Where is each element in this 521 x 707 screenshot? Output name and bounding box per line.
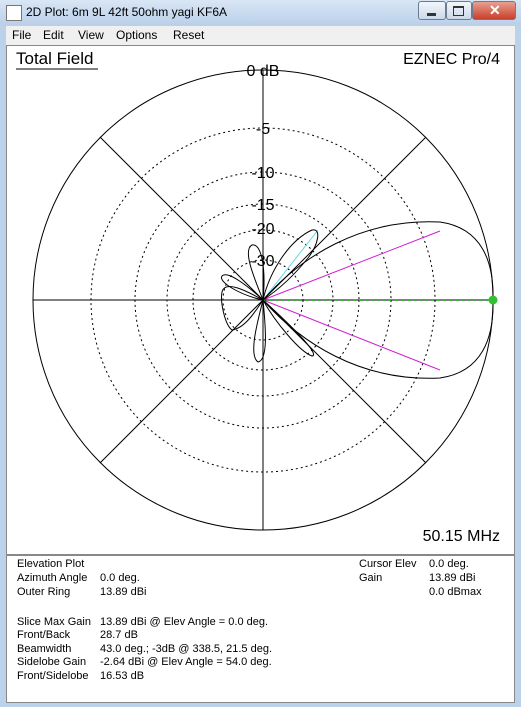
program-name: EZNEC Pro/4: [403, 51, 500, 68]
cursor-value: 0.0 deg.: [429, 558, 469, 570]
close-button[interactable]: ✕: [472, 1, 516, 20]
frequency: 50.15 MHz: [423, 528, 500, 545]
info-value: 43.0 deg.; -3dB @ 338.5, 21.5 deg.: [100, 643, 273, 655]
cursor-line: [262, 229, 319, 301]
info-value: 0.0 deg.: [100, 572, 140, 584]
info-pane: Elevation Plot Azimuth Angle 0.0 deg. Ou…: [6, 555, 515, 703]
info-label: Front/Sidelobe: [17, 670, 89, 682]
beamwidth-line: [262, 299, 441, 371]
ring-label: -5: [256, 121, 270, 138]
info-label: Azimuth Angle: [17, 572, 88, 584]
beamwidth-line: [262, 230, 441, 301]
cursor-value: 0.0 dBmax: [429, 586, 482, 598]
info-label: Slice Max Gain: [17, 616, 91, 628]
ring-label: 0 dB: [247, 63, 280, 80]
cursor-label: Gain: [359, 572, 383, 584]
info-value: 13.89 dBi @ Elev Angle = 0.0 deg.: [100, 616, 269, 628]
title-bar: 2D Plot: 6m 9L 42ft 50ohm yagi KF6A ✕: [0, 0, 521, 26]
window-title: 2D Plot: 6m 9L 42ft 50ohm yagi KF6A: [26, 5, 227, 19]
app-icon: [6, 5, 22, 21]
info-value: 13.89 dBi: [100, 586, 147, 598]
menu-item[interactable]: File: [12, 28, 32, 42]
ring-label: -15: [251, 197, 274, 214]
cursor-dot: [488, 295, 498, 305]
info-value: 28.7 dB: [100, 629, 138, 641]
menu-item[interactable]: Reset: [173, 28, 205, 42]
ring-label: -20: [251, 221, 274, 238]
menu-item[interactable]: Edit: [43, 28, 64, 42]
info-label: Front/Back: [17, 629, 71, 641]
cursor-value: 13.89 dBi: [429, 572, 476, 584]
menu-bar: File Edit View Options Reset: [6, 26, 515, 45]
info-value: -2.64 dBi @ Elev Angle = 54.0 deg.: [100, 656, 272, 668]
info-label: Outer Ring: [17, 586, 71, 598]
side-lobes: [221, 229, 319, 363]
plot-kind: Elevation Plot: [17, 558, 85, 570]
maximize-button[interactable]: [446, 1, 472, 20]
menu-item[interactable]: Options: [116, 28, 158, 42]
info-value: 16.53 dB: [100, 670, 145, 682]
info-label: Beamwidth: [17, 643, 72, 655]
ring-label: -30: [251, 253, 274, 270]
menu-item[interactable]: View: [78, 28, 104, 42]
ring-label: -10: [251, 165, 274, 182]
plot-title: Total Field: [16, 49, 93, 68]
minimize-button[interactable]: [418, 1, 446, 20]
polar-plot: 0 dB -5 -10 -15 -20 -30 Total Field EZNE…: [16, 49, 500, 545]
info-label: Sidelobe Gain: [17, 656, 87, 668]
cursor-label: Cursor Elev: [359, 558, 417, 570]
